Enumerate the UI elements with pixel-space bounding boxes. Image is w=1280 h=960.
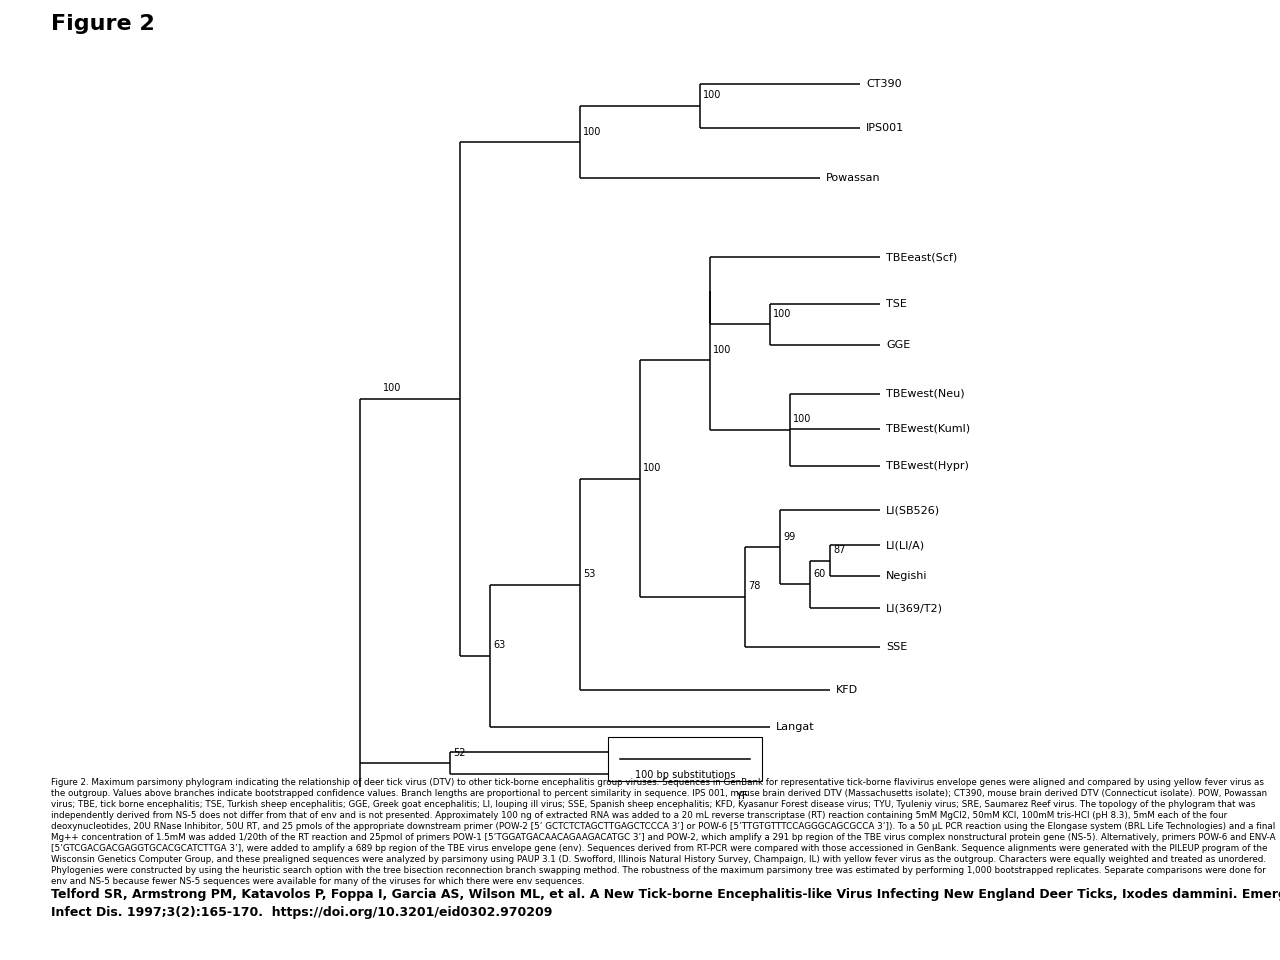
Text: TBEwest(Neu): TBEwest(Neu) <box>886 389 965 398</box>
Text: TBEwest(Hypr): TBEwest(Hypr) <box>886 461 969 471</box>
Text: SSE: SSE <box>886 641 908 652</box>
Text: TSE: TSE <box>886 299 906 308</box>
Text: GGE: GGE <box>886 341 910 350</box>
Text: 60: 60 <box>813 569 826 579</box>
Text: Figure 2. Maximum parsimony phylogram indicating the relationship of deer tick v: Figure 2. Maximum parsimony phylogram in… <box>51 778 1276 886</box>
Text: Telford SR, Armstrong PM, Katavolos P, Foppa I, Garcia AS, Wilson ML, et al. A N: Telford SR, Armstrong PM, Katavolos P, F… <box>51 888 1280 919</box>
Text: Powassan: Powassan <box>826 174 881 183</box>
Text: 100: 100 <box>383 383 402 394</box>
Text: 78: 78 <box>748 582 760 591</box>
Text: TBEeast(Scf): TBEeast(Scf) <box>886 252 957 262</box>
Text: 100: 100 <box>703 90 722 100</box>
Text: LI(SB526): LI(SB526) <box>886 505 940 516</box>
Text: LI(LI/A): LI(LI/A) <box>886 540 925 550</box>
Text: 100: 100 <box>713 345 731 355</box>
Text: SRE: SRE <box>736 769 758 779</box>
Text: 100: 100 <box>773 309 791 319</box>
Text: TYU: TYU <box>736 747 758 757</box>
Bar <box>608 736 762 780</box>
Text: 52: 52 <box>453 748 466 757</box>
Text: 63: 63 <box>493 640 506 650</box>
Text: Negishi: Negishi <box>886 571 928 581</box>
Text: TBEwest(Kuml): TBEwest(Kuml) <box>886 424 970 434</box>
Text: 53: 53 <box>582 569 595 579</box>
Text: 87: 87 <box>833 545 845 555</box>
Text: 100: 100 <box>582 127 602 136</box>
Text: LI(369/T2): LI(369/T2) <box>886 603 943 613</box>
Text: 99: 99 <box>783 532 795 541</box>
Text: IPS001: IPS001 <box>867 123 904 132</box>
Text: YF: YF <box>736 791 749 801</box>
Text: Langat: Langat <box>776 722 814 732</box>
Text: Figure 2: Figure 2 <box>51 14 155 35</box>
Text: 100: 100 <box>794 415 812 424</box>
Text: 100 bp substitutions: 100 bp substitutions <box>635 770 735 780</box>
Text: 100: 100 <box>643 463 662 473</box>
Text: CT390: CT390 <box>867 79 901 88</box>
Text: KFD: KFD <box>836 685 858 695</box>
